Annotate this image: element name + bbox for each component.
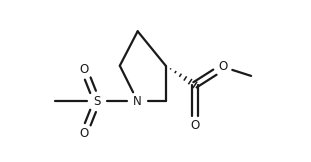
Text: O: O xyxy=(80,127,89,140)
Text: O: O xyxy=(80,63,89,76)
Text: O: O xyxy=(218,60,228,74)
Text: N: N xyxy=(133,95,142,108)
Text: O: O xyxy=(190,119,200,132)
Text: S: S xyxy=(93,95,100,108)
